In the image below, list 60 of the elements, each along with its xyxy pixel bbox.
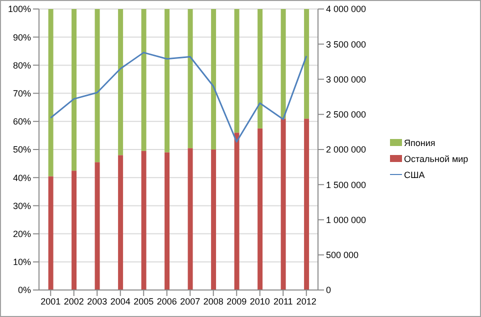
bar [304, 9, 310, 119]
legend-label: Остальной мир [404, 152, 468, 166]
y2-tick-label: 2 500 000 [326, 110, 366, 120]
bar [118, 155, 124, 290]
bar [234, 132, 240, 290]
bar [118, 9, 124, 156]
x-tick-label: 2004 [110, 296, 130, 306]
bar [94, 162, 100, 290]
y-tick-label: 0% [18, 285, 31, 296]
x-tick-label: 2011 [273, 296, 293, 306]
bar [234, 9, 240, 133]
legend-label: США [404, 168, 425, 182]
y-tick-label: 90% [12, 32, 31, 42]
y-tick-label: 10% [12, 257, 31, 268]
y-tick-label: 100% [8, 4, 31, 14]
x-tick-label: 2003 [87, 296, 108, 306]
bar [188, 148, 193, 290]
legend-label: Япония [404, 136, 436, 150]
bar [211, 9, 216, 150]
bar [280, 118, 286, 290]
x-tick-label: 2007 [180, 296, 200, 306]
y-tick-label: 60% [12, 116, 31, 127]
bar [164, 9, 170, 152]
x-tick-label: 2002 [64, 296, 84, 306]
y-tick-label: 80% [12, 60, 31, 70]
bar [141, 150, 146, 290]
bar [280, 9, 286, 119]
bar [72, 9, 77, 171]
y2-tick-label: 4 000 000 [326, 4, 366, 14]
bar [94, 9, 100, 162]
y-tick-label: 50% [12, 144, 31, 155]
bar [164, 152, 170, 290]
y2-tick-label: 500 000 [326, 250, 359, 260]
y2-tick-label: 3 000 000 [326, 74, 366, 84]
x-tick-label: 2006 [156, 296, 177, 306]
y2-tick-label: 1 500 000 [326, 180, 366, 190]
bar [304, 118, 310, 290]
y-tick-label: 30% [12, 200, 31, 211]
bar [258, 9, 263, 128]
x-tick-label: 2008 [203, 296, 224, 306]
y2-tick-label: 1 000 000 [326, 214, 366, 225]
line-series [50, 52, 308, 143]
bar [188, 9, 193, 148]
bar [211, 150, 216, 290]
x-tick-label: 2001 [40, 296, 61, 306]
x-tick-label: 2012 [296, 296, 316, 306]
x-tick-label: 2009 [226, 296, 247, 306]
y2-tick-label: 0 [326, 285, 332, 296]
x-tick-label: 2005 [134, 296, 154, 306]
y2-tick-label: 2 000 000 [326, 144, 366, 155]
y-tick-label: 70% [12, 88, 31, 98]
y2-tick-label: 3 500 000 [326, 39, 366, 50]
y-tick-label: 20% [12, 228, 31, 239]
bar [72, 170, 77, 290]
bar [258, 128, 263, 290]
y-tick-label: 40% [12, 172, 31, 183]
x-tick-label: 2010 [250, 296, 270, 306]
bar [141, 9, 146, 151]
bar [48, 176, 54, 290]
bar [48, 9, 54, 176]
